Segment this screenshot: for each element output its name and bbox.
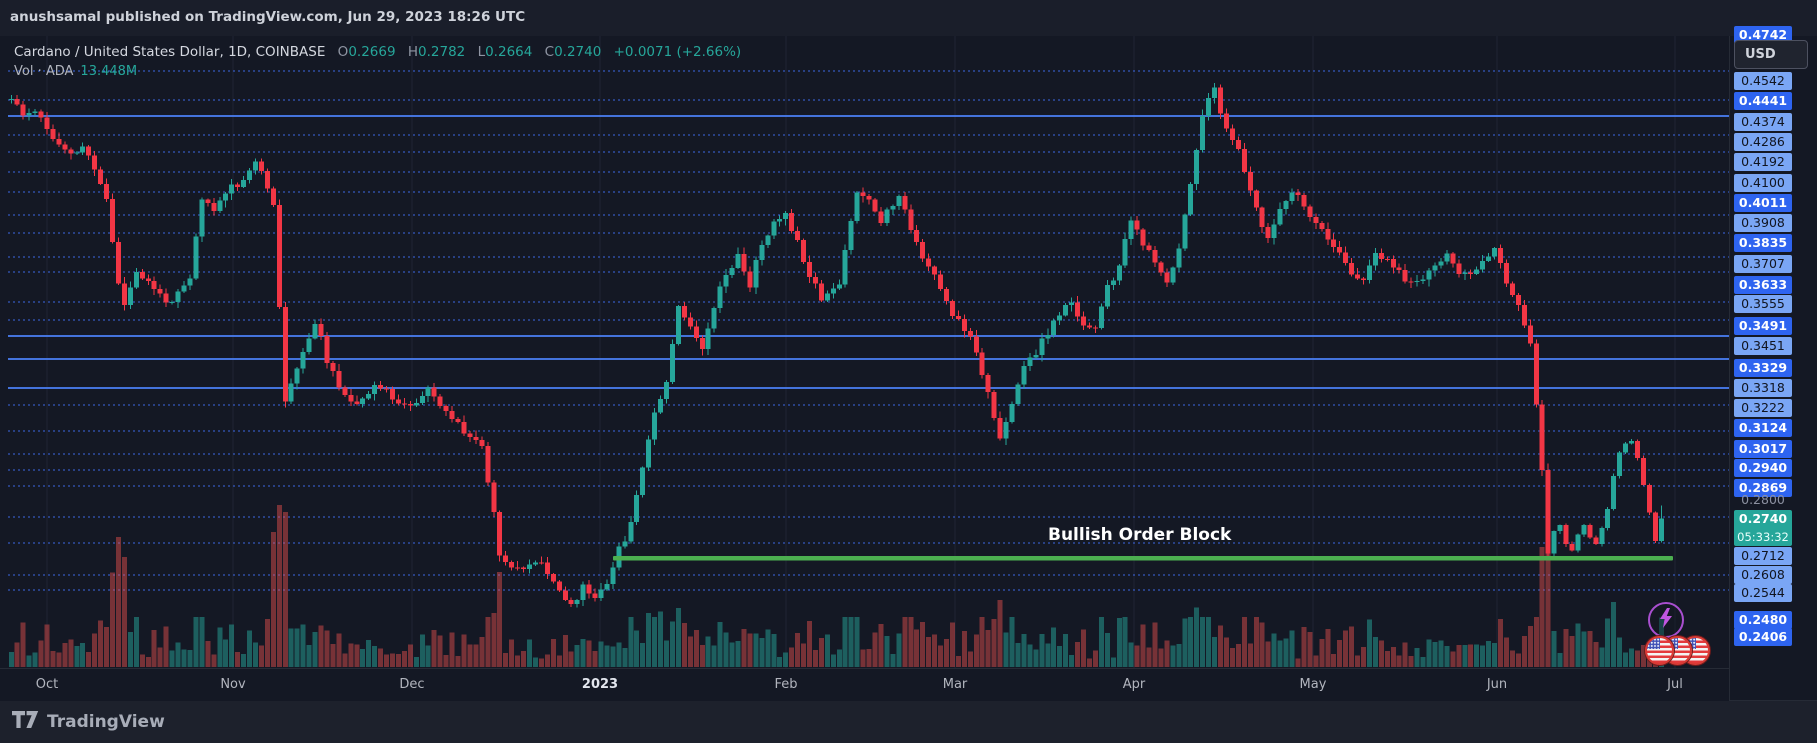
- price-axis-label: 0.2406: [1734, 628, 1792, 646]
- price-axis-label: 0.4441: [1734, 92, 1792, 110]
- price-axis-label: 0.3329: [1734, 359, 1792, 377]
- price-axis-label: 0.4542: [1734, 72, 1792, 90]
- price-axis-label: 0.3017: [1734, 440, 1792, 458]
- price-axis-label: 0.2544: [1734, 584, 1792, 602]
- low-value: 0.2664: [485, 44, 533, 60]
- tradingview-wordmark: TradingView: [47, 711, 165, 732]
- time-axis-label: Oct: [35, 677, 59, 692]
- high-key: H: [407, 44, 419, 60]
- time-axis-label: Mar: [942, 677, 968, 692]
- lightning-reaction-button[interactable]: [1648, 602, 1684, 638]
- price-axis-label: 0.3633: [1734, 276, 1792, 294]
- volume-value: 13.448M: [80, 64, 138, 79]
- time-axis-label: Apr: [1122, 677, 1146, 692]
- price-axis-label: 0.2712: [1734, 547, 1792, 565]
- volume-legend: Vol · ADA 13.448M: [14, 64, 137, 79]
- price-axis-label: 0.3491: [1734, 317, 1792, 335]
- time-axis-label: 2023: [581, 677, 619, 692]
- time-axis-label: May: [1299, 677, 1327, 692]
- publish-bar: anushsamal published on TradingView.com,…: [0, 0, 1817, 36]
- flag-reactions[interactable]: [1645, 636, 1710, 666]
- publish-text: anushsamal published on TradingView.com,…: [10, 9, 526, 25]
- candles: [8, 82, 1664, 608]
- price-axis-label: 0.3451: [1734, 337, 1792, 355]
- change-value: +0.0071 (+2.66%): [613, 44, 742, 60]
- us-flag-icon: [1645, 636, 1674, 665]
- price-axis-label: 0.4374: [1734, 113, 1792, 131]
- close-key: C: [544, 44, 555, 60]
- price-axis-label: 0.3124: [1734, 419, 1792, 437]
- price-axis-label: 0.3222: [1734, 399, 1792, 417]
- footer-bar: TradingView: [0, 700, 1817, 743]
- price-axis-label: 0.4286: [1734, 133, 1792, 151]
- open-key: O: [337, 44, 349, 60]
- price-axis-label: 0.2608: [1734, 566, 1792, 584]
- symbol-title: Cardano / United States Dollar, 1D, COIN…: [14, 44, 326, 60]
- candlestick-chart[interactable]: [0, 36, 1729, 668]
- low-key: L: [477, 44, 486, 60]
- symbol-legend: Cardano / United States Dollar, 1D, COIN…: [14, 44, 741, 60]
- price-axis-label: 0.4100: [1734, 174, 1792, 192]
- countdown-timer: 05:33:32: [1734, 528, 1792, 546]
- price-axis-label: 0.2800: [1741, 492, 1785, 507]
- time-axis-label: Jun: [1486, 677, 1508, 692]
- price-axis-label: 0.3908: [1734, 214, 1792, 232]
- high-value: 0.2782: [418, 44, 466, 60]
- tradingview-logo[interactable]: TradingView: [12, 711, 165, 732]
- time-axis-label: Feb: [774, 677, 798, 692]
- order-block-line: [613, 556, 1673, 561]
- time-axis-label: Jul: [1667, 677, 1683, 692]
- currency-tooltip: USD: [1734, 40, 1808, 69]
- time-axis[interactable]: Oct Nov Dec 2023 Feb Mar Apr May Jun Jul: [0, 668, 1729, 701]
- price-axis-label: 0.3835: [1734, 234, 1792, 252]
- lightning-bolt-icon: [1658, 608, 1674, 632]
- order-block-annotation[interactable]: Bullish Order Block: [1048, 525, 1232, 545]
- price-axis-label: 0.2869: [1734, 479, 1792, 497]
- volume-label: Vol · ADA: [14, 64, 74, 79]
- chart-canvas[interactable]: [0, 36, 1729, 668]
- time-axis-label: Dec: [399, 677, 425, 692]
- price-axis-label: 0.3707: [1734, 255, 1792, 273]
- price-axis-label: 0.3318: [1734, 379, 1792, 397]
- price-axis[interactable]: 0.4742 0.4542 0.4441 0.4374 0.4286 0.4192 0.41…: [1729, 26, 1817, 700]
- price-axis-label: 0.4011: [1734, 194, 1792, 212]
- price-axis-label: 0.2480: [1734, 611, 1792, 629]
- price-axis-label: 0.3555: [1734, 295, 1792, 313]
- volume-bars: [8, 505, 1664, 667]
- close-value: 0.2740: [554, 44, 602, 60]
- price-axis-label: 0.4742: [1734, 26, 1792, 44]
- price-axis-label: 0.4192: [1734, 153, 1792, 171]
- current-price-label: 0.2740: [1734, 510, 1792, 528]
- tradingview-logo-icon: [12, 711, 39, 732]
- price-axis-label: 0.2940: [1734, 459, 1792, 477]
- open-value: 0.2669: [348, 44, 396, 60]
- time-axis-label: Nov: [220, 677, 246, 692]
